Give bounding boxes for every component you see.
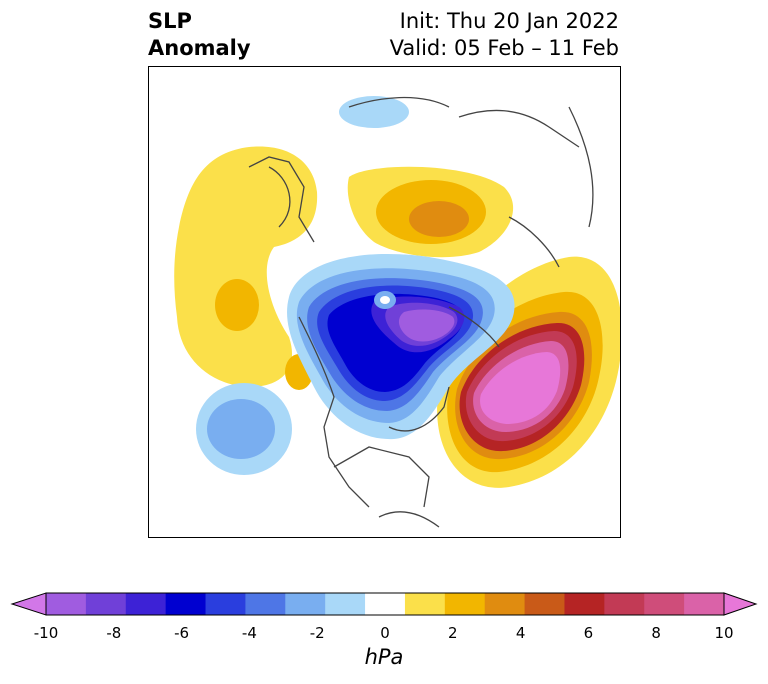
map-title: SLP Anomaly — [148, 8, 251, 62]
anomaly-map — [174, 96, 620, 528]
title-line-2: Anomaly — [148, 36, 251, 60]
negative-anomaly-arctic — [287, 253, 515, 440]
colorbar-tick-label: -8 — [106, 624, 122, 642]
colorbar-cell — [365, 593, 406, 615]
colorbar-tick-label: 10 — [714, 624, 734, 642]
valid-date: Valid: 05 Feb – 11 Feb — [389, 36, 619, 60]
title-line-1: SLP — [148, 9, 192, 33]
colorbar-cell — [245, 593, 286, 615]
colorbar-tick-label: 2 — [448, 624, 458, 642]
colorbar-tick-label: -10 — [33, 624, 59, 642]
colorbar-cell — [46, 593, 87, 615]
colorbar-cell — [684, 593, 725, 615]
colorbar-cell — [125, 593, 167, 615]
colorbar-cell — [644, 593, 685, 615]
map-panel — [148, 66, 621, 538]
colorbar-cell — [564, 593, 605, 615]
negative-anomaly-north-pacific — [196, 383, 292, 475]
colorbar-cell — [404, 593, 446, 615]
colorbar-unit: hPa — [364, 645, 404, 669]
colorbar-extend-high — [723, 592, 758, 616]
positive-anomaly-pacific — [174, 146, 318, 390]
colorbar-cell — [604, 593, 645, 615]
colorbar — [10, 592, 758, 616]
colorbar-cell — [524, 593, 565, 615]
colorbar-extend-low — [10, 592, 47, 616]
init-date: Init: Thu 20 Jan 2022 — [399, 9, 619, 33]
map-dates: Init: Thu 20 Jan 2022 Valid: 05 Feb – 11… — [390, 8, 619, 62]
colorbar-tick-label: -4 — [241, 624, 257, 642]
colorbar-tick-label: -6 — [174, 624, 190, 642]
colorbar-tick-label: 6 — [583, 624, 594, 642]
colorbar-cell — [285, 593, 326, 615]
positive-anomaly-atlantic — [437, 256, 620, 488]
colorbar-cell — [325, 593, 366, 615]
positive-anomaly-siberia — [347, 166, 514, 258]
colorbar-cell — [484, 593, 526, 615]
colorbar-tick-label: 4 — [515, 624, 526, 642]
coastlines — [248, 96, 594, 528]
colorbar-tick-label: 8 — [651, 624, 661, 642]
colorbar-cell — [165, 593, 207, 615]
colorbar-cell — [444, 593, 486, 615]
colorbar-tick-label: 0 — [380, 624, 390, 642]
colorbar-cell — [205, 593, 246, 615]
colorbar-tick-label: -2 — [309, 624, 325, 642]
colorbar-cell — [85, 593, 127, 615]
